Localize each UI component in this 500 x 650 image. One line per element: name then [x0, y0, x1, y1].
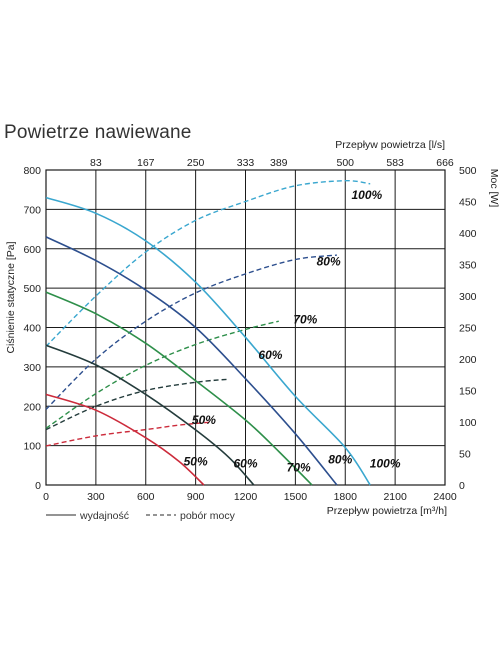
- right-axis-title: Moc [W]: [488, 169, 500, 208]
- right-tick-label: 0: [459, 480, 465, 492]
- right-tick-label: 250: [459, 323, 477, 335]
- y-tick-label: 600: [23, 244, 41, 256]
- y-tick-label: 700: [23, 204, 41, 216]
- x-tick-label: 2100: [383, 491, 407, 503]
- x-tick-label: 300: [87, 491, 105, 503]
- y-tick-label: 400: [23, 323, 41, 335]
- legend-solid-label: wydajność: [79, 510, 129, 522]
- series-label: 70%: [287, 460, 311, 474]
- right-tick-label: 500: [459, 165, 477, 177]
- x-tick-label: 1200: [234, 491, 258, 503]
- top-tick-label: 583: [386, 157, 404, 169]
- right-tick-label: 50: [459, 449, 471, 461]
- right-tick-label: 200: [459, 354, 477, 366]
- series-label: 70%: [293, 313, 317, 327]
- x-tick-label: 1800: [334, 491, 358, 503]
- right-tick-label: 300: [459, 291, 477, 303]
- right-tick-label: 100: [459, 417, 477, 429]
- top-tick-label: 333: [237, 157, 255, 169]
- power-curve-70pct: [45, 320, 279, 429]
- top-tick-label: 250: [187, 157, 205, 169]
- series-label: 80%: [328, 452, 352, 466]
- series-label: 80%: [317, 254, 341, 268]
- left-axis-title: Ciśnienie statyczne [Pa]: [5, 241, 17, 353]
- performance-curve-80pct: [45, 236, 338, 486]
- right-tick-label: 400: [459, 228, 477, 240]
- x-tick-label: 1500: [284, 491, 308, 503]
- power-curve-50pct: [45, 421, 213, 447]
- top-tick-label: 83: [90, 157, 102, 169]
- power-curve-60pct: [45, 378, 229, 431]
- x-tick-label: 600: [137, 491, 155, 503]
- series-label: 50%: [192, 413, 216, 427]
- series-label: 60%: [258, 348, 282, 362]
- power-curve-80pct: [45, 254, 337, 410]
- x-tick-label: 900: [187, 491, 205, 503]
- performance-curve-50pct: [45, 393, 205, 486]
- series-label: 100%: [352, 188, 383, 202]
- legend-dashed-label: pobór mocy: [180, 510, 236, 522]
- bottom-axis-title: Przepływ powietrza [m³/h]: [327, 505, 447, 517]
- top-tick-label: 389: [270, 157, 288, 169]
- y-tick-label: 100: [23, 441, 41, 453]
- x-tick-label: 0: [43, 491, 49, 503]
- power-curve-100pct: [45, 179, 371, 347]
- y-tick-label: 200: [23, 401, 41, 413]
- performance-curve-70pct: [45, 291, 313, 486]
- top-axis-title: Przepływ powietrza [l/s]: [335, 139, 445, 151]
- performance-curve-100pct: [45, 196, 371, 486]
- y-tick-label: 800: [23, 165, 41, 177]
- y-tick-label: 500: [23, 283, 41, 295]
- right-tick-label: 150: [459, 386, 477, 398]
- top-tick-label: 666: [436, 157, 454, 169]
- y-tick-label: 300: [23, 362, 41, 374]
- top-tick-label: 167: [137, 157, 155, 169]
- right-tick-label: 350: [459, 260, 477, 272]
- x-tick-label: 2400: [433, 491, 457, 503]
- y-tick-label: 0: [35, 480, 41, 492]
- chart-title: Powietrze nawiewane: [4, 122, 192, 143]
- series-label: 50%: [184, 454, 208, 468]
- plot-frame: [45, 169, 446, 486]
- right-tick-label: 450: [459, 197, 477, 209]
- series-label: 100%: [370, 456, 401, 470]
- top-tick-label: 500: [336, 157, 354, 169]
- performance-curve-60pct: [45, 344, 255, 486]
- series-label: 60%: [233, 456, 257, 470]
